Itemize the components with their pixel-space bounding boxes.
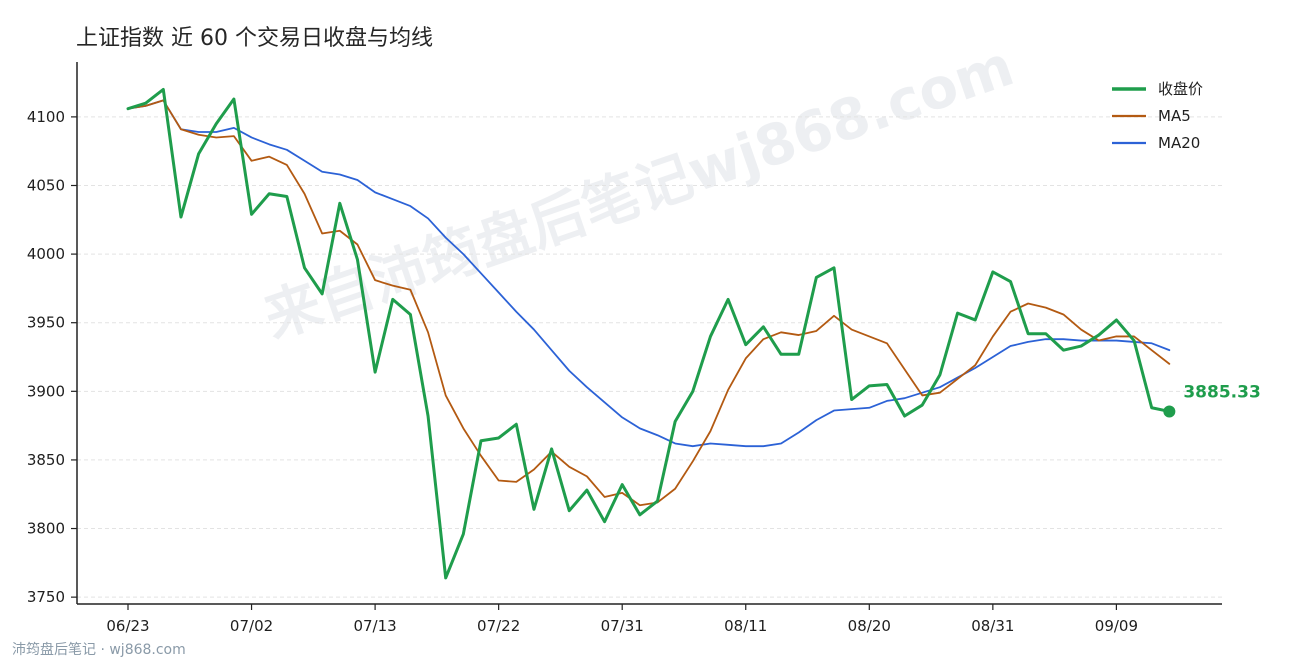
series-line-ma20 xyxy=(127,99,1171,448)
x-tick-label: 06/23 xyxy=(106,617,149,635)
x-tick-label: 07/02 xyxy=(230,617,273,635)
x-tick-label: 08/20 xyxy=(848,617,891,635)
x-axis-ticks: 06/23 07/02 07/13 07/22 07/31 08/11 08/20 08/31… xyxy=(106,604,1138,635)
legend-label: MA5 xyxy=(1158,107,1191,125)
watermark: 来自沛筠盘后笔记wj868.com xyxy=(256,34,1021,352)
x-tick-label: 07/13 xyxy=(353,617,396,635)
y-tick-label: 3900 xyxy=(27,382,65,400)
legend-label: 收盘价 xyxy=(1158,80,1203,98)
grid-lines xyxy=(77,116,1222,598)
footer-text: 沛筠盘后笔记 · wj868.com xyxy=(12,641,186,658)
x-tick-label: 07/31 xyxy=(601,617,644,635)
y-tick-label: 4100 xyxy=(27,108,65,126)
series-line-ma5 xyxy=(127,99,1171,507)
legend-label: MA20 xyxy=(1158,134,1200,152)
x-tick-label: 09/09 xyxy=(1095,617,1138,635)
series-lines: 3885.33 xyxy=(126,87,1261,580)
y-tick-label: 3750 xyxy=(27,588,65,606)
axes xyxy=(76,62,1222,605)
legend-item-ma5[interactable]: MA5 xyxy=(1112,107,1191,125)
y-tick-label: 4000 xyxy=(27,245,65,263)
x-tick-label: 08/31 xyxy=(971,617,1014,635)
y-tick-label: 3850 xyxy=(27,451,65,469)
legend[interactable]: 收盘价 MA5 MA20 xyxy=(1112,80,1203,152)
series-line-close xyxy=(126,87,1171,580)
last-point-marker xyxy=(1163,405,1176,418)
legend-item-ma20[interactable]: MA20 xyxy=(1112,134,1200,152)
last-value-label: 3885.33 xyxy=(1183,382,1260,402)
legend-item-close[interactable]: 收盘价 xyxy=(1112,80,1203,98)
y-tick-label: 4050 xyxy=(27,176,65,194)
y-tick-label: 3950 xyxy=(27,314,65,332)
y-tick-label: 3800 xyxy=(27,520,65,538)
x-tick-label: 07/22 xyxy=(477,617,520,635)
chart-title: 上证指数 近 60 个交易日收盘与均线 xyxy=(76,26,433,51)
x-tick-label: 08/11 xyxy=(724,617,767,635)
y-axis-ticks: 3750 3800 3850 3900 3950 4000 4050 4100 xyxy=(27,108,77,606)
